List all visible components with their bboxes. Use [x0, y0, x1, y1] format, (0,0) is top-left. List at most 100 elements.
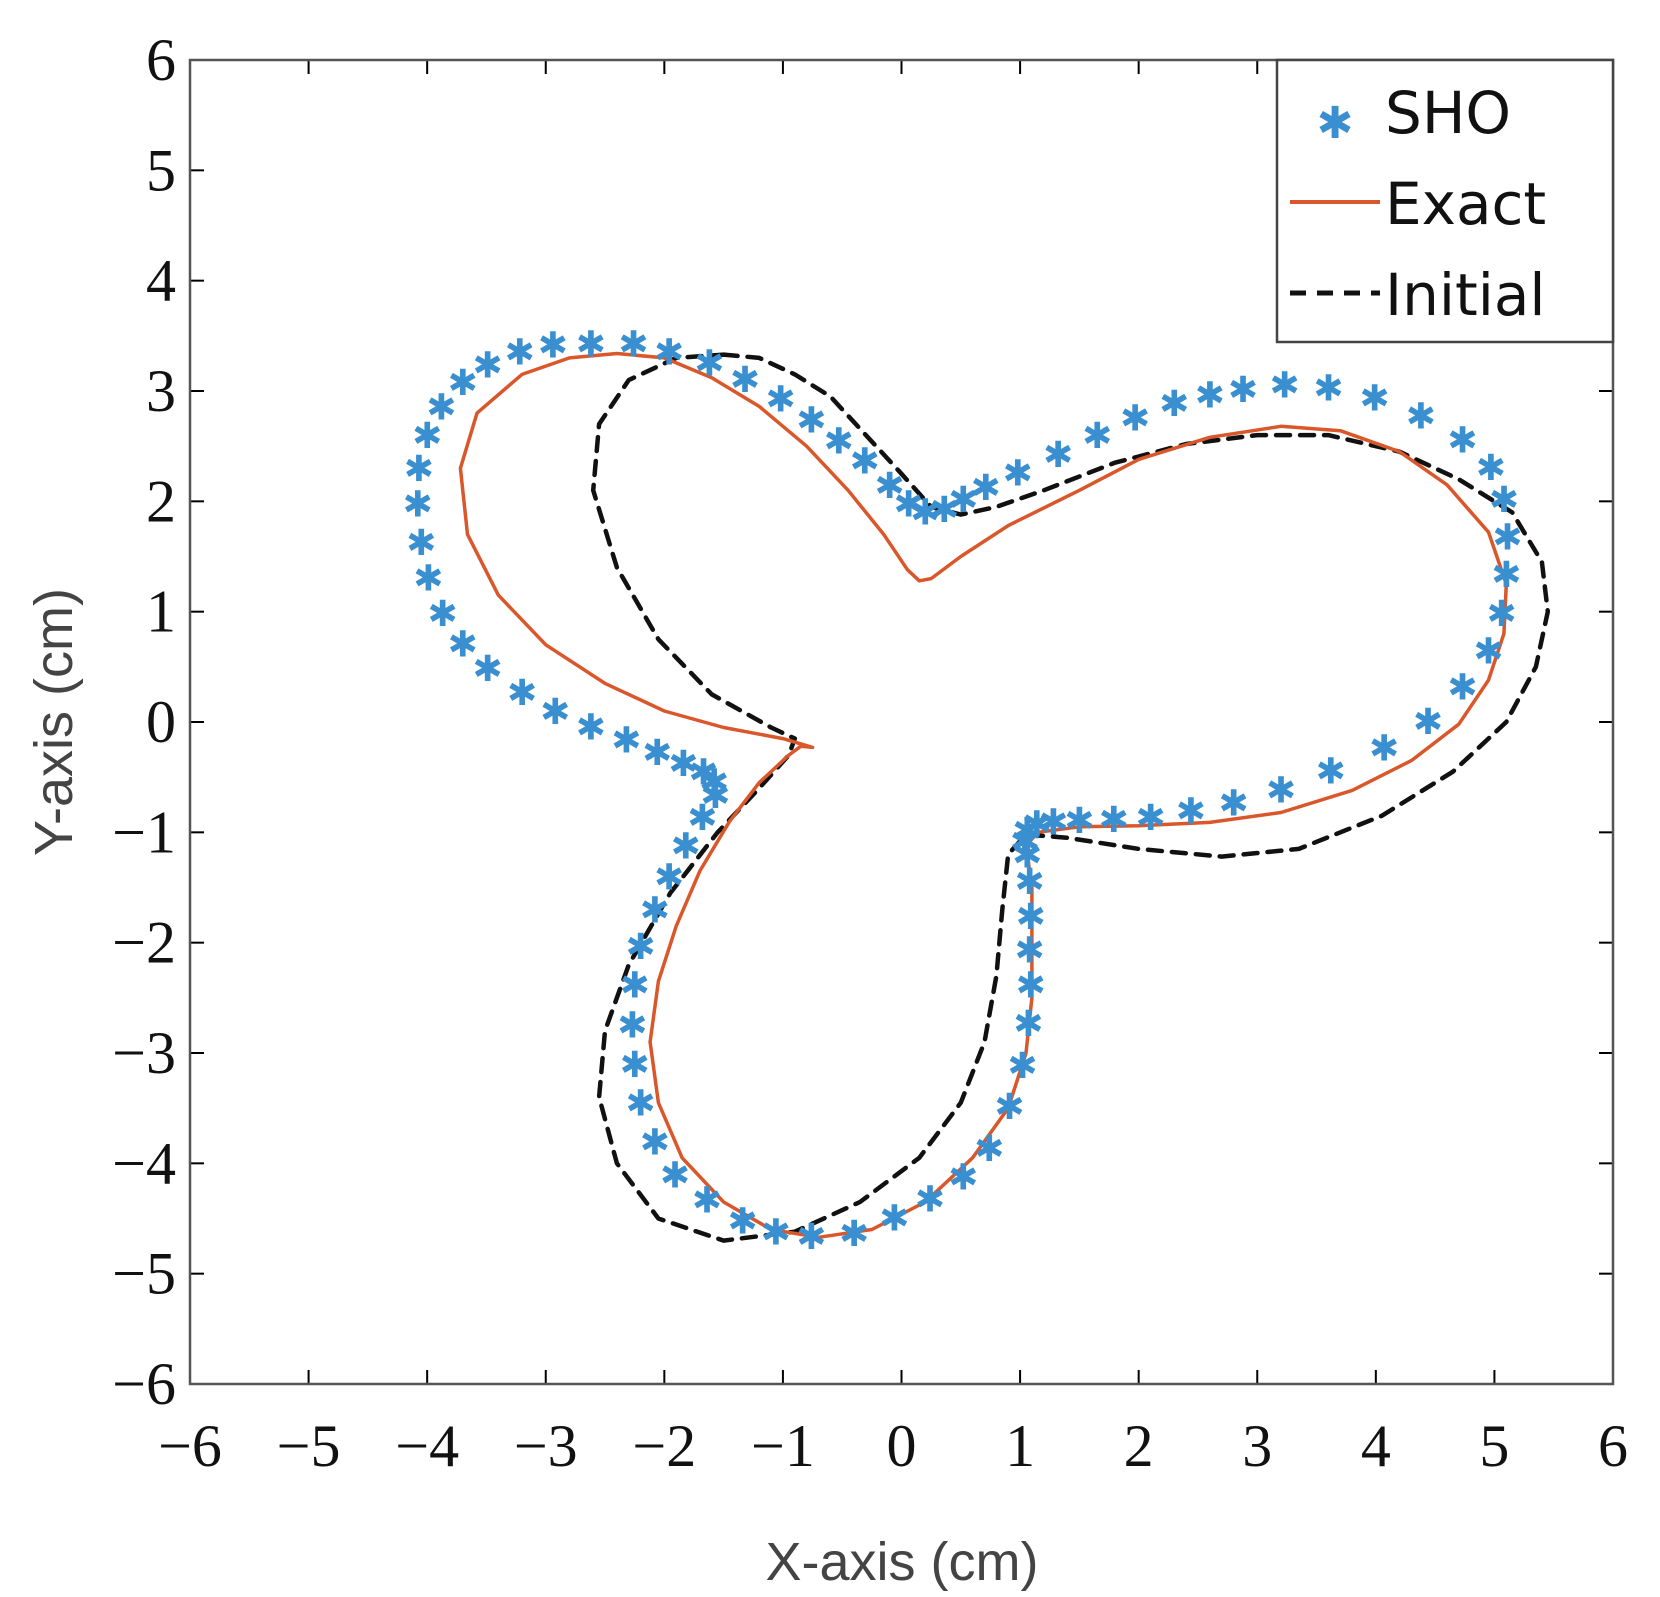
x-tick-label: 4: [1361, 1413, 1391, 1479]
sho-point: ✱: [1010, 822, 1040, 863]
sho-point: ✱: [761, 1213, 791, 1254]
plot-frame: [188, 58, 1615, 1386]
sho-point: ✱: [765, 380, 795, 421]
x-tick-label: 6: [1598, 1413, 1628, 1479]
sho-point: ✱: [1413, 702, 1443, 743]
x-axis-label: X-axis (cm): [766, 1532, 1039, 1592]
sho-point: ✱: [618, 325, 648, 366]
y-tick-label: −3: [112, 1020, 176, 1086]
sho-point: ✱: [1159, 384, 1189, 425]
sho-point: ✱: [626, 927, 656, 968]
sho-point: ✱: [824, 422, 854, 463]
sho-point: ✱: [654, 857, 684, 898]
sho-point: ✱: [875, 466, 905, 507]
sho-point: ✱: [694, 343, 724, 384]
series-initial-line: [590, 352, 1551, 1243]
y-tick-label: 3: [146, 358, 176, 424]
sho-point: ✱: [796, 1217, 826, 1258]
sho-point: ✱: [1266, 770, 1296, 811]
sho-point: ✱: [850, 442, 880, 483]
sho-point: ✱: [1043, 435, 1073, 476]
sho-point: ✱: [688, 753, 718, 794]
sho-point: ✱: [728, 1202, 758, 1243]
y-tick-label: −4: [112, 1130, 176, 1196]
sho-point: ✱: [1269, 365, 1299, 406]
sho-point: ✱: [505, 332, 535, 373]
sho-point: ✱: [1082, 416, 1112, 457]
sho-point: ✱: [620, 966, 650, 1007]
sho-point: ✱: [426, 387, 456, 428]
sho-point: ✱: [1195, 375, 1225, 416]
sho-point: ✱: [626, 1084, 656, 1125]
sho-point: ✱: [448, 363, 478, 404]
sho-point: ✱: [796, 401, 826, 442]
y-tick-label: −6: [112, 1351, 176, 1417]
sho-point: ✱: [620, 1045, 650, 1086]
sho-point: ✱: [660, 1155, 690, 1196]
sho-point: ✱: [994, 1087, 1024, 1128]
sho-point: ✱: [1014, 862, 1044, 903]
sho-point: ✱: [1473, 631, 1503, 672]
legend: ✱ SHO Exact Initial: [1275, 58, 1615, 344]
sho-point: ✱: [1003, 454, 1033, 495]
sho-point: ✱: [403, 485, 433, 526]
sho-point: ✱: [576, 707, 606, 748]
sho-point: ✱: [1360, 379, 1390, 420]
x-tick-labels: −6 −5 −4 −3 −2 −1 0 1 2 3 4 5 6: [158, 1413, 1628, 1479]
x-tick-label: −2: [632, 1413, 696, 1479]
sho-point: ✱: [1476, 448, 1506, 489]
sho-point: ✱: [1099, 800, 1129, 841]
y-tick-label: 1: [146, 579, 176, 645]
sho-point: ✱: [1012, 835, 1042, 876]
sho-point: ✱: [1135, 798, 1165, 839]
sho-point: ✱: [406, 523, 436, 564]
legend-exact-label: Exact: [1385, 170, 1546, 238]
sho-point: ✱: [929, 490, 959, 531]
y-tick-label: −1: [112, 799, 176, 865]
sho-point: ✱: [473, 649, 503, 690]
sho-point: ✱: [1447, 421, 1477, 462]
sho-point: ✱: [1486, 594, 1516, 635]
sho-point: ✱: [1176, 791, 1206, 832]
sho-point: ✱: [839, 1214, 869, 1255]
sho-point: ✱: [1014, 930, 1044, 971]
y-axis-label: Y-axis (cm): [24, 588, 84, 856]
y-tick-label: 4: [146, 248, 176, 314]
sho-point: ✱: [1016, 966, 1046, 1007]
legend-sho-marker: ✱: [1317, 98, 1354, 149]
sho-point: ✱: [404, 449, 434, 490]
sho-point: ✱: [1228, 370, 1258, 411]
sho-point: ✱: [507, 673, 537, 714]
y-tick-labels: −6 −5 −4 −3 −2 −1 0 1 2 3 4 5 6: [112, 27, 176, 1417]
sho-point: ✱: [413, 558, 443, 599]
y-tick-label: 0: [146, 689, 176, 755]
sho-point: ✱: [1369, 728, 1399, 769]
y-tick-label: −2: [112, 910, 176, 976]
sho-point: ✱: [671, 827, 701, 868]
sho-point: ✱: [538, 326, 568, 367]
x-tick-label: −4: [395, 1413, 459, 1479]
sho-point: ✱: [654, 332, 684, 373]
sho-point: ✱: [1012, 811, 1042, 852]
sho-point: ✱: [948, 480, 978, 521]
sho-point: ✱: [1013, 1004, 1043, 1045]
sho-point: ✱: [1022, 805, 1052, 846]
sho-point: ✱: [611, 721, 641, 762]
sho-point: ✱: [448, 625, 478, 666]
sho-point: ✱: [1218, 784, 1248, 825]
sho-point: ✱: [1120, 398, 1150, 439]
sho-point: ✱: [1038, 802, 1068, 843]
sho-point: ✱: [1313, 369, 1343, 410]
sho-point: ✱: [1064, 801, 1094, 842]
x-tick-label: 5: [1479, 1413, 1509, 1479]
x-tick-label: −6: [158, 1413, 222, 1479]
sho-point: ✱: [1316, 752, 1346, 793]
sho-point: ✱: [540, 692, 570, 733]
sho-point: ✱: [668, 744, 698, 785]
y-tick-label: 2: [146, 468, 176, 534]
sho-point: ✱: [971, 468, 1001, 509]
sho-point: ✱: [1491, 555, 1521, 596]
series-sho: ✱ ✱ ✱ ✱ ✱ ✱✱✱✱✱✱✱✱✱✱ ✱ ✱ ✱ ✱ ✱ ✱ ✱ ✱ ✱ ✱ ✱✱✱✱✱✱✱✱✱✱✱✱✱✱✱…: [403, 325, 1523, 1259]
x-tick-label: 1: [1005, 1413, 1035, 1479]
